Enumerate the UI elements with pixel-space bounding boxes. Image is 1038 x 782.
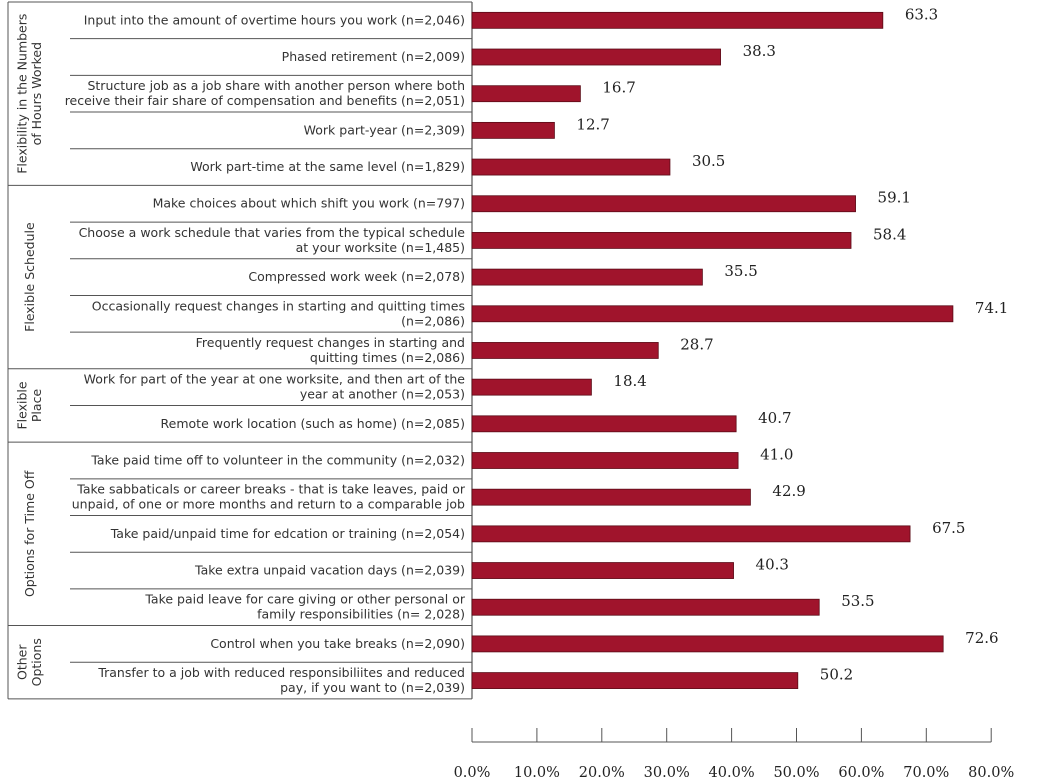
data-label: 42.9 [772, 482, 805, 500]
category-label: at your worksite (n=1,485) [296, 240, 465, 255]
x-tick-label: 20.0% [579, 765, 625, 781]
group-label: Options for Time Off [22, 470, 37, 597]
bar [471, 195, 856, 213]
category-label: Take extra unpaid vacation days (n=2,039… [194, 563, 465, 578]
bar [471, 158, 671, 176]
group-label: of Hours Worked [29, 42, 44, 145]
data-label: 38.3 [743, 42, 776, 60]
bar [471, 452, 739, 469]
data-label: 28.7 [680, 335, 713, 353]
bar [471, 598, 820, 616]
category-label: quitting times (n=2,086) [310, 350, 465, 365]
category-label: unpaid, of one or more months and return… [72, 497, 465, 512]
x-tick-label: 40.0% [709, 765, 755, 781]
bar [471, 48, 721, 66]
category-label: receive their fair share of compensation… [65, 93, 465, 108]
bar [471, 232, 852, 249]
category-label: Take paid leave for care giving or other… [144, 592, 466, 607]
category-label: Compressed work week (n=2,078) [248, 269, 465, 284]
bar [471, 562, 734, 579]
x-tick-label: 50.0% [773, 765, 819, 781]
category-label: Take paid time off to volunteer in the c… [90, 453, 465, 468]
category-label: pay, if you want to (n=2,039) [280, 680, 465, 695]
group-label: Flexible Schedule [22, 222, 37, 332]
category-label: Control when you take breaks (n=2,090) [210, 636, 465, 651]
bar [471, 415, 737, 433]
group-label: Other [15, 644, 30, 680]
category-label: Work part-year (n=2,309) [304, 122, 465, 137]
bar [471, 525, 911, 543]
data-label: 35.5 [724, 262, 757, 280]
category-label: Frequently request changes in starting a… [196, 335, 465, 350]
bar [471, 11, 884, 29]
data-label: 30.5 [692, 152, 725, 170]
data-label: 41.0 [760, 446, 793, 464]
data-label: 72.6 [965, 629, 998, 647]
bar [471, 342, 659, 359]
data-label: 53.5 [841, 592, 874, 610]
data-label: 40.3 [756, 556, 789, 574]
category-label: Remote work location (such as home) (n=2… [161, 416, 465, 431]
bar [471, 85, 581, 103]
x-tick-label: 0.0% [454, 765, 491, 781]
category-label: year at another (n=2,053) [300, 387, 465, 402]
category-label: Structure job as a job share with anothe… [87, 78, 465, 93]
category-label: Input into the amount of overtime hours … [84, 12, 465, 27]
x-tick-label: 80.0% [968, 765, 1014, 781]
x-tick-label: 70.0% [903, 765, 949, 781]
category-label: Work part-time at the same level (n=1,82… [190, 159, 465, 174]
category-label: Occasionally request changes in starting… [92, 298, 465, 313]
data-label: 18.4 [613, 372, 646, 390]
data-label: 67.5 [932, 519, 965, 537]
data-label: 50.2 [820, 666, 853, 684]
category-label: Make choices about which shift you work … [153, 196, 465, 211]
group-label: Options [29, 638, 44, 686]
category-label: (n=2,086) [401, 313, 465, 328]
data-label: 40.7 [758, 409, 791, 427]
bar [471, 672, 799, 689]
data-label: 74.1 [975, 299, 1008, 317]
bar [471, 305, 954, 323]
category-label: Transfer to a job with reduced responsib… [97, 665, 465, 680]
data-label: 59.1 [878, 189, 911, 207]
data-label: 58.4 [873, 225, 906, 243]
x-tick-label: 30.0% [644, 765, 690, 781]
bar [471, 635, 944, 653]
bar [471, 488, 751, 506]
data-label: 63.3 [905, 5, 938, 23]
group-label: Flexibility in the Numbers [15, 14, 30, 174]
data-label: 12.7 [576, 115, 609, 133]
bar [471, 268, 703, 286]
x-tick-label: 60.0% [838, 765, 884, 781]
bar [471, 121, 555, 139]
group-label: Flexible [15, 381, 30, 429]
category-label: Take paid/unpaid time for edcation or tr… [110, 526, 465, 541]
category-label: Choose a work schedule that varies from … [79, 225, 466, 240]
category-label: Work for part of the year at one worksit… [84, 372, 466, 387]
category-label: family responsibilities (n= 2,028) [257, 607, 465, 622]
x-tick-label: 10.0% [514, 765, 560, 781]
category-label: Take sabbaticals or career breaks - that… [76, 482, 466, 497]
category-label: Phased retirement (n=2,009) [282, 49, 465, 64]
bar [471, 378, 592, 396]
group-label: Place [29, 389, 44, 423]
data-label: 16.7 [602, 79, 635, 97]
